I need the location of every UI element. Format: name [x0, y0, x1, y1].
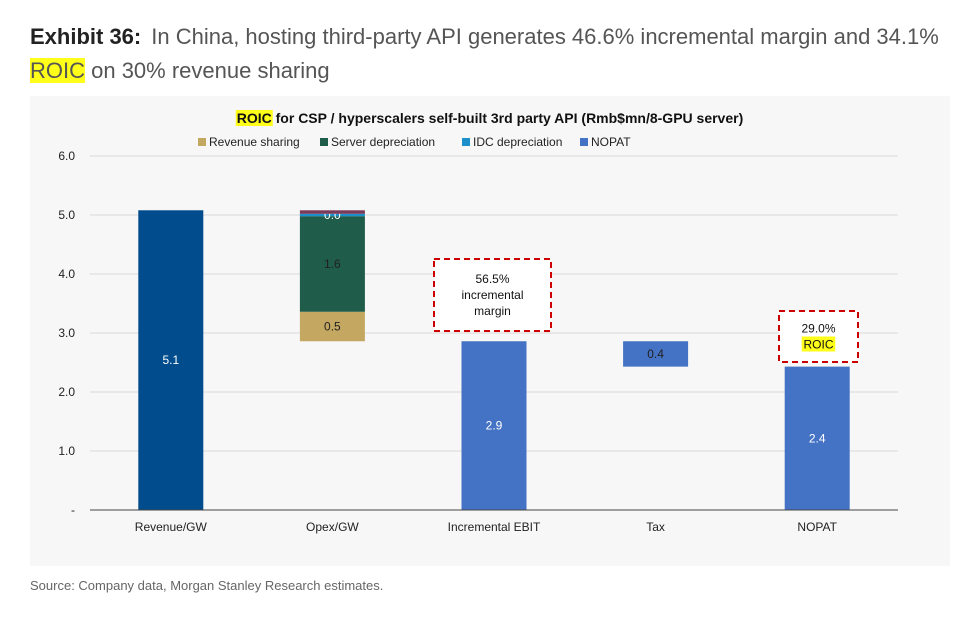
bar [623, 341, 689, 367]
x-tick-label: Tax [646, 520, 665, 534]
callout-box [433, 258, 552, 332]
legend-label: NOPAT [591, 135, 631, 149]
y-tick-label: 2.0 [58, 385, 75, 399]
x-axis: Revenue/GW Opex/GW Incremental EBIT Tax NOPA… [90, 509, 898, 534]
exhibit-title-text-2: on 30% revenue sharing [85, 58, 330, 83]
y-axis: - 1.0 2.0 3.0 4.0 5.0 6.0 [58, 149, 75, 517]
exhibit-title-highlight: ROIC [30, 58, 85, 83]
bar [299, 311, 365, 342]
chart-callouts: 56.5% incremental margin 29.0% ROIC [433, 258, 859, 363]
legend-item: NOPAT [580, 135, 631, 149]
chart-title-highlight: ROIC [237, 110, 272, 126]
callout-text: incremental [461, 288, 523, 302]
chart-title-highlight-bg [235, 110, 273, 126]
exhibit-title-text-1: In China, hosting third-party API genera… [151, 24, 939, 49]
bar [299, 210, 365, 214]
callout: 29.0% ROIC [778, 310, 859, 363]
callout-text: 29.0% [801, 322, 835, 336]
callout-highlight [801, 336, 836, 352]
bar [138, 210, 204, 510]
bar-value-label: 0.4 [647, 347, 664, 361]
bar [784, 366, 850, 510]
bar [299, 213, 365, 217]
legend-item: Revenue sharing [198, 135, 300, 149]
x-tick-label: NOPAT [797, 520, 837, 534]
callout-text: 56.5% [475, 272, 509, 286]
chart-bars: 5.1 0.5 1.6 0.0 2.9 0.4 2.4 [138, 208, 850, 510]
bar-value-label: 1.6 [324, 257, 341, 271]
bar [299, 216, 365, 312]
y-tick-label: 4.0 [58, 267, 75, 281]
chart-title-rest: for CSP / hyperscalers self-built 3rd pa… [272, 110, 743, 126]
exhibit-label: Exhibit 36: [30, 24, 142, 49]
bar-value-label: 2.4 [809, 431, 826, 445]
chart-panel: ROIC for CSP / hyperscalers self-built 3… [30, 96, 950, 566]
y-tick-label: 5.0 [58, 208, 75, 222]
bar-value-label: 0.5 [324, 320, 341, 334]
bar-value-label: 5.1 [162, 353, 179, 367]
x-tick-label: Opex/GW [306, 520, 359, 534]
bar-value-label: 0.0 [324, 208, 341, 222]
bar [461, 341, 527, 510]
exhibit-title: Exhibit 36: In China, hosting third-party… [30, 20, 950, 88]
legend-swatch [462, 138, 470, 146]
legend-label: Revenue sharing [209, 135, 300, 149]
legend-item: IDC depreciation [462, 135, 562, 149]
legend-swatch [198, 138, 206, 146]
x-tick-label: Revenue/GW [135, 520, 208, 534]
bar-value-label: 2.9 [486, 419, 503, 433]
callout: 56.5% incremental margin [433, 258, 552, 332]
legend-label: IDC depreciation [473, 135, 562, 149]
legend-item: Server depreciation [320, 135, 435, 149]
waterfall-chart: ROIC for CSP / hyperscalers self-built 3… [58, 110, 898, 534]
source-note: Source: Company data, Morgan Stanley Res… [30, 578, 384, 593]
legend-label: Server depreciation [331, 135, 435, 149]
callout-text: margin [474, 304, 511, 318]
y-tick-label: 6.0 [58, 149, 75, 163]
y-tick-label: 1.0 [58, 444, 75, 458]
y-tick-label: - [71, 503, 75, 517]
legend-swatch [320, 138, 328, 146]
callout-text: ROIC [804, 338, 834, 352]
chart-title: ROIC for CSP / hyperscalers self-built 3… [237, 110, 743, 126]
y-tick-label: 3.0 [58, 326, 75, 340]
chart-legend: Revenue sharing Server depreciation IDC de… [198, 135, 631, 149]
legend-swatch [580, 138, 588, 146]
x-tick-label: Incremental EBIT [448, 520, 541, 534]
